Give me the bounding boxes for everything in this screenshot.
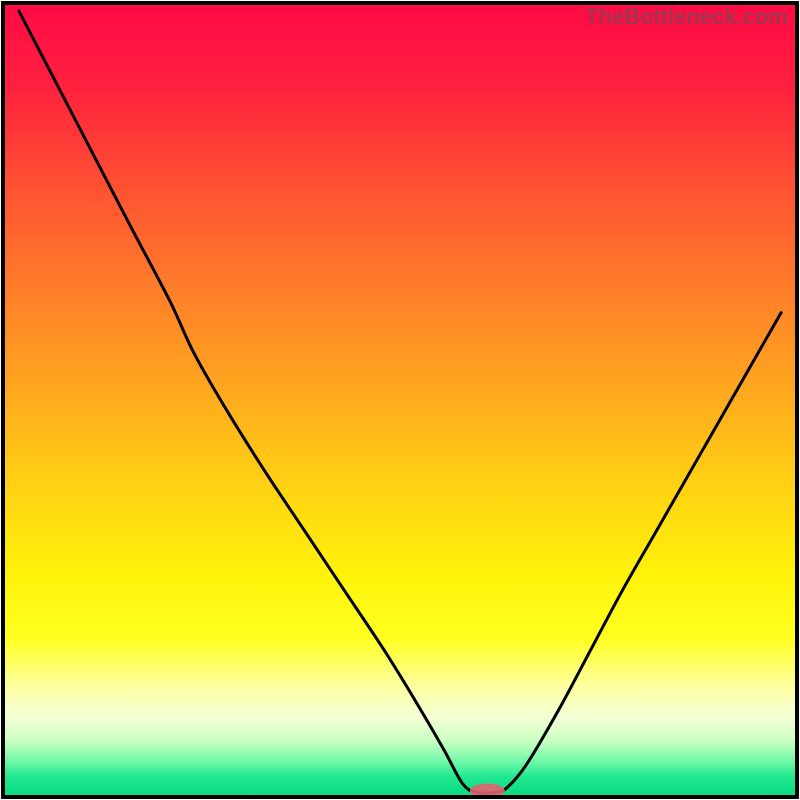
chart-container: TheBottleneck.com <box>0 0 800 800</box>
chart-svg <box>0 0 800 800</box>
watermark-text: TheBottleneck.com <box>585 4 788 30</box>
